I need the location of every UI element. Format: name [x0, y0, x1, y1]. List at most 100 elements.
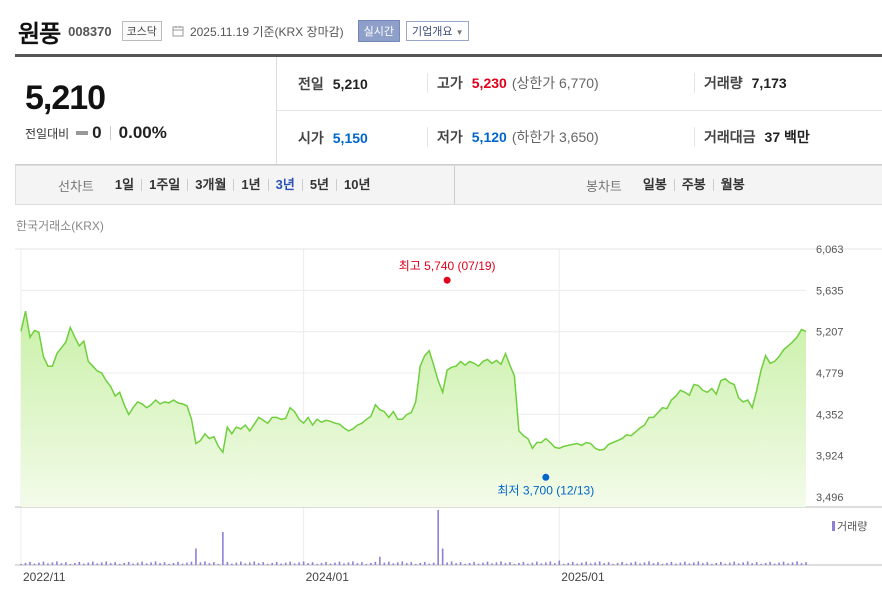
volume-legend: 거래량: [832, 518, 867, 534]
period-tab[interactable]: 3년: [267, 178, 302, 191]
volume-bar: [307, 563, 309, 565]
volume-bar: [751, 563, 753, 565]
price-chart[interactable]: 6,063 5,635 5,207 4,779 4,352 3,924 3,496 최고 5…: [0, 235, 882, 596]
volume-bar: [262, 562, 265, 565]
volume-bar: [536, 561, 538, 565]
divider: [109, 126, 111, 140]
volume-bar: [213, 562, 215, 565]
volume-bar: [132, 563, 134, 565]
volume-bar: [217, 563, 220, 565]
volume: 거래량 7,173: [694, 73, 787, 93]
volume-bar: [688, 563, 691, 565]
volume-bar: [33, 563, 36, 565]
volume-bar: [29, 561, 31, 565]
amount-label: 거래대금: [704, 129, 756, 145]
volume-bar: [509, 562, 511, 565]
volume-bar: [764, 562, 767, 565]
volume-bar: [769, 561, 771, 565]
volume-bar: [428, 563, 430, 565]
volume-bar: [791, 562, 794, 565]
candle-chart-label: 봉차트: [586, 178, 622, 194]
volume-bar: [356, 563, 359, 565]
volume-bar: [204, 561, 206, 565]
candle-tab[interactable]: 월봉: [712, 178, 752, 191]
volume-bar: [320, 562, 323, 565]
lower-limit: (하한가 3,650): [511, 129, 599, 145]
volume-bar: [693, 562, 695, 565]
volume-bar: [432, 562, 435, 565]
volume-bar: [634, 561, 637, 565]
volume-bar: [334, 562, 336, 565]
volume-bar: [504, 563, 507, 565]
as-of-date: 2025.11.19 기준(KRX 장마감): [189, 24, 344, 39]
volume-bar: [87, 562, 90, 565]
realtime-button[interactable]: 실시간: [357, 20, 401, 42]
x-tick-label: 2025/01: [561, 570, 605, 584]
volume-bar: [316, 563, 318, 565]
change-row: 전일대비 0 0.00%: [25, 123, 167, 143]
period-tab[interactable]: 5년: [301, 178, 336, 191]
volume-bar: [379, 556, 381, 565]
volume-bar: [697, 561, 700, 565]
volume-bar: [56, 561, 58, 565]
period-tab[interactable]: 1일: [114, 177, 135, 192]
volume-bar: [208, 563, 211, 565]
change-percent: 0.00%: [118, 123, 167, 142]
flat-icon: [76, 131, 89, 135]
period-tab[interactable]: 3개월: [187, 178, 233, 191]
volume-bar: [195, 548, 197, 565]
y-tick-label: 3,924: [816, 451, 844, 463]
volume-bar: [401, 561, 404, 565]
volume-bar: [136, 562, 139, 565]
volume-bar: [257, 563, 260, 565]
volume-bar: [773, 563, 776, 565]
volume-bar: [482, 562, 484, 565]
volume-bar: [325, 561, 327, 565]
x-tick-label: 2024/01: [306, 570, 350, 584]
quote-row-2: 시가 5,150 저가 5,120 (하한가 3,650) 거래대금 37 백만: [277, 111, 882, 164]
volume-bar: [598, 561, 601, 565]
volume-bar: [491, 563, 493, 565]
amount: 거래대금 37 백만: [694, 127, 810, 147]
volume-bar: [805, 562, 807, 565]
period-divider: [454, 166, 455, 204]
volume-bar: [199, 562, 202, 565]
volume-bar: [495, 562, 498, 565]
volume-bar: [666, 562, 668, 565]
x-axis: 2022/11 2024/01 2025/01: [23, 570, 605, 584]
period-tab[interactable]: 10년: [336, 178, 377, 191]
period-tab[interactable]: 1주일: [141, 178, 187, 191]
volume-bar: [437, 510, 439, 565]
volume-bar: [733, 561, 736, 565]
company-name[interactable]: 원풍: [18, 20, 61, 48]
candle-tab[interactable]: 주봉: [673, 178, 713, 191]
calendar-icon: [172, 26, 184, 37]
volume-bar: [289, 561, 291, 565]
low-value: 5,120: [471, 129, 507, 145]
high-marker: [443, 276, 451, 284]
volume-bar: [343, 563, 345, 565]
prev-close: 전일 5,210: [298, 57, 368, 110]
candle-chart-group: 봉차트 일봉 주봉 월봉: [586, 166, 752, 204]
volume-bar: [612, 563, 614, 565]
exchange-label: 한국거래소(KRX): [16, 219, 104, 233]
volume-bar: [607, 562, 610, 565]
low-label: 저가: [437, 129, 463, 145]
quote-row-1: 전일 5,210 고가 5,230 (상한가 6,770) 거래량 7,173: [277, 57, 882, 111]
candle-tab[interactable]: 일봉: [642, 177, 667, 192]
price-line: [20, 310, 807, 454]
low-marker: [542, 473, 550, 481]
period-tab[interactable]: 1년: [233, 178, 267, 191]
volume-bar: [455, 563, 457, 565]
volume-bar: [464, 563, 466, 565]
price-box: 5,210 전일대비 0 0.00%: [15, 57, 277, 164]
company-overview-button[interactable]: 기업개요 ▼: [406, 21, 470, 41]
low: 저가 5,120 (하한가 3,650): [427, 127, 599, 147]
volume-bar: [163, 562, 166, 565]
volume-bar: [365, 563, 368, 565]
volume-bar: [38, 562, 40, 565]
volume-bar: [114, 562, 116, 565]
volume-value: 7,173: [751, 75, 787, 91]
volume-bar: [20, 563, 22, 565]
low-annotation: 최저 3,700 (12/13): [497, 483, 594, 497]
